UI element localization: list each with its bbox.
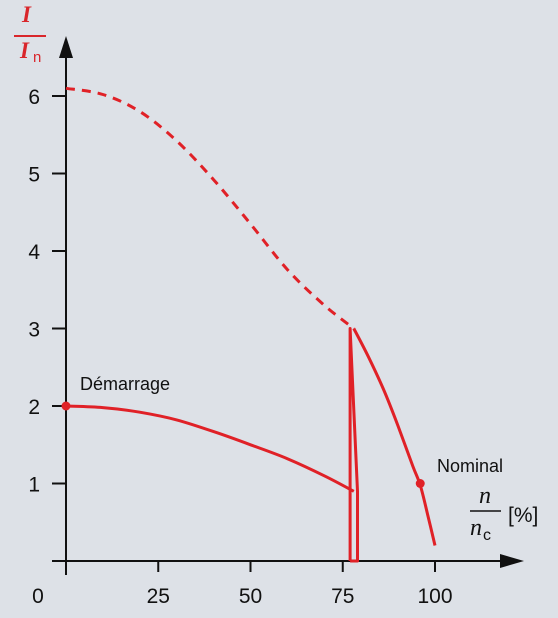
x-tick-label: 50 bbox=[239, 585, 262, 608]
series-line-3 bbox=[348, 327, 359, 563]
x-label-denominator: n bbox=[470, 515, 482, 541]
y-tick-label: 5 bbox=[28, 164, 40, 187]
points-group: Démarrage Nominal bbox=[61, 374, 503, 488]
series-line-1 bbox=[352, 327, 437, 546]
y-label-numerator: I bbox=[21, 2, 32, 27]
x-tick-label: 0 bbox=[32, 585, 44, 608]
data-point bbox=[415, 479, 425, 488]
point-label: Démarrage bbox=[80, 374, 170, 394]
y-tick-label: 4 bbox=[28, 241, 40, 264]
series-line-0 bbox=[65, 86, 355, 330]
y-label-subscript: n bbox=[33, 49, 41, 66]
x-axis-arrow bbox=[500, 554, 524, 568]
point-label: Nominal bbox=[437, 456, 503, 476]
x-label-subscript: c bbox=[483, 527, 491, 544]
y-tick-group: 1 2 3 4 5 6 bbox=[28, 86, 66, 497]
data-point bbox=[61, 401, 71, 411]
x-axis-label: n n c [%] bbox=[470, 483, 538, 544]
x-tick-label: 75 bbox=[331, 585, 354, 608]
x-label-numerator: n bbox=[479, 483, 491, 509]
y-label-denominator: I bbox=[19, 38, 30, 63]
x-label-unit: [%] bbox=[508, 504, 538, 527]
series-group bbox=[65, 86, 437, 563]
x-tick-label: 25 bbox=[147, 585, 170, 608]
y-axis-arrow bbox=[59, 36, 73, 58]
y-tick-label: 3 bbox=[28, 319, 40, 342]
y-tick-label: 2 bbox=[28, 396, 40, 419]
series-line-2 bbox=[65, 404, 355, 493]
x-tick-label: 100 bbox=[417, 585, 452, 608]
y-tick-label: 6 bbox=[28, 86, 40, 109]
y-tick-label: 1 bbox=[28, 474, 40, 497]
x-tick-group: 0 25 50 75 100 bbox=[32, 561, 453, 608]
y-axis-label: I I n bbox=[14, 2, 46, 66]
